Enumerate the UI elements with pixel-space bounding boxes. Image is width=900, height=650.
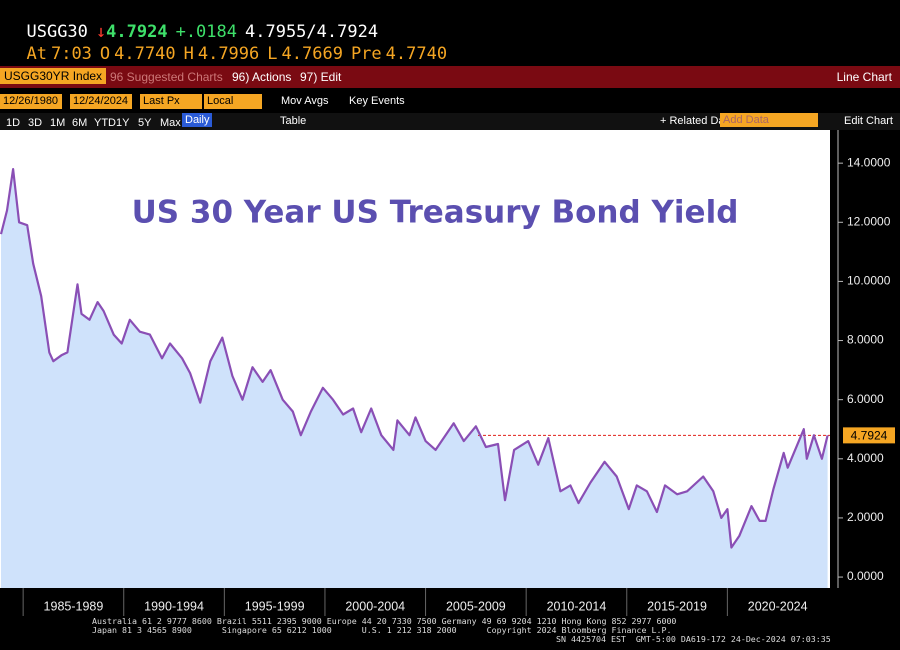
start-date[interactable]: 12/26/1980	[0, 94, 62, 109]
edit-chart[interactable]: Edit Chart	[844, 115, 893, 127]
y-tick-label: 12.0000	[847, 214, 891, 228]
frequency[interactable]: Daily	[182, 113, 213, 127]
chart-type: Line Chart	[836, 70, 892, 84]
x-tick-label: 1985-1989	[44, 599, 104, 613]
related-data[interactable]: + Related Dat	[660, 115, 728, 127]
add-data[interactable]: Add Data	[720, 113, 818, 127]
ohlc-line: At 7:03 O 4.7740 H 4.7996 L 4.7669 Pre 4.7740	[6, 24, 455, 64]
field[interactable]: Last Px	[140, 94, 202, 109]
separator: /	[306, 22, 317, 42]
area-fill	[1, 169, 828, 588]
security-field[interactable]: USGG30YR Index	[0, 68, 107, 84]
ask: 4.7924	[316, 22, 379, 42]
period-button[interactable]: 6M	[72, 117, 88, 129]
last-value-label: 4.7924	[851, 429, 888, 443]
change: +.0184	[175, 22, 237, 42]
table-button[interactable]: Table	[280, 115, 307, 127]
y-tick-label: 14.0000	[847, 155, 891, 169]
quote-line: USGG30 ↓4.7924 +.0184 4.7955/4.7924	[6, 2, 386, 42]
period-button[interactable]: 1D	[6, 117, 21, 129]
y-tick-label: 0.0000	[847, 569, 884, 583]
mov-avgs[interactable]: Mov Avgs	[281, 95, 329, 107]
y-tick-label: 6.0000	[847, 392, 884, 406]
ticker: USGG30	[26, 22, 88, 42]
x-tick-label: 2015-2019	[647, 599, 707, 613]
actions-menu[interactable]: 96) Actions	[232, 70, 292, 84]
x-tick-label: 2010-2014	[547, 599, 607, 613]
low-label: L	[267, 44, 278, 64]
at-label: At	[26, 44, 47, 64]
period-button[interactable]: 5Y	[138, 117, 152, 129]
low: 4.7669	[281, 44, 343, 64]
chart-title: US 30 Year US Treasury Bond Yield	[132, 195, 739, 231]
period-button[interactable]: 3D	[28, 117, 43, 129]
last-value-box	[843, 427, 895, 444]
last-price: 4.7924	[106, 22, 168, 42]
high: 4.7996	[197, 44, 260, 64]
open-label: O	[99, 44, 111, 64]
footer-line: Japan 81 3 4565 8900 Singapore 65 6212 1…	[92, 625, 672, 635]
pre: 4.7740	[385, 44, 448, 64]
high-label: H	[183, 44, 194, 64]
toolbar: USGG30YR Index 96 Suggested Charts 96) A…	[0, 66, 900, 88]
x-tick-label: 2000-2004	[345, 599, 405, 613]
pre-label: Pre	[350, 44, 382, 64]
edit-menu[interactable]: 97) Edit	[300, 70, 342, 84]
end-date[interactable]: 12/24/2024	[70, 94, 132, 109]
x-tick-label: 1995-1999	[245, 599, 305, 613]
y-tick-label: 10.0000	[847, 274, 891, 288]
open: 4.7740	[114, 44, 176, 64]
period-button[interactable]: 1M	[50, 117, 66, 129]
footer-line: SN 4425704 EST GMT-5:00 DA619-172 24-Dec…	[556, 634, 831, 644]
period-button[interactable]: 1Y	[116, 117, 130, 129]
period-bar: 1D 3D 1M 6M YTD 1Y 5Y Max Daily Table + Related…	[0, 113, 900, 130]
suggested-charts[interactable]: 96 Suggested Charts	[110, 70, 223, 84]
time: 7:03	[50, 44, 92, 64]
down-arrow: ↓	[95, 22, 107, 42]
key-events[interactable]: Key Events	[349, 95, 405, 107]
x-tick-label: 1990-1994	[144, 599, 204, 613]
x-tick-label: 2005-2009	[446, 599, 506, 613]
chart: US 30 Year US Treasury Bond Yield 0.0000…	[0, 130, 895, 616]
y-tick-label: 4.0000	[847, 451, 884, 465]
period-button[interactable]: YTD	[94, 117, 116, 129]
x-tick-label: 2020-2024	[748, 599, 808, 613]
y-tick-label: 2.0000	[847, 510, 884, 524]
footer-line: Australia 61 2 9777 8600 Brazil 5511 239…	[92, 616, 677, 626]
line-series	[0, 168, 829, 549]
y-tick-label: 8.0000	[847, 333, 884, 347]
bid: 4.7955	[245, 22, 307, 42]
period-button[interactable]: Max	[160, 117, 181, 129]
